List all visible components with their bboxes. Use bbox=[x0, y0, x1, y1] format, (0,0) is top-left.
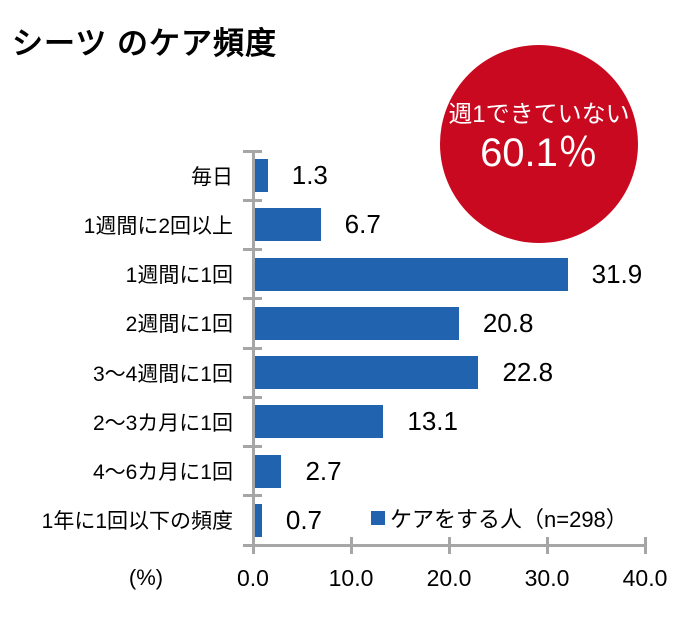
x-axis-tick bbox=[251, 537, 255, 554]
bar bbox=[255, 356, 479, 390]
page-title: シーツ のケア頻度 bbox=[12, 26, 277, 61]
y-axis-tick bbox=[243, 198, 262, 202]
category-label: 2週間に1回 bbox=[125, 313, 233, 337]
value-label: 13.1 bbox=[407, 406, 458, 437]
x-tick-label: 40.0 bbox=[622, 565, 668, 591]
axis-unit-label: (%) bbox=[128, 565, 164, 590]
x-axis-tick bbox=[349, 537, 353, 554]
bar bbox=[255, 208, 321, 242]
x-axis-tick bbox=[447, 537, 451, 554]
category-label: 4〜6カ月に1回 bbox=[92, 461, 233, 485]
category-label: 毎日 bbox=[191, 165, 233, 189]
bar bbox=[255, 257, 568, 291]
value-label: 31.9 bbox=[591, 258, 643, 289]
x-tick-label: 0.0 bbox=[237, 565, 269, 591]
x-axis-tick bbox=[545, 537, 549, 554]
y-axis-tick bbox=[243, 395, 262, 399]
y-axis-tick bbox=[243, 248, 262, 251]
bar bbox=[255, 454, 282, 488]
category-label: 1年に1回以下の頻度 bbox=[41, 510, 233, 534]
value-label: 0.7 bbox=[285, 504, 323, 535]
value-label: 6.7 bbox=[344, 209, 381, 240]
x-tick-label: 20.0 bbox=[426, 565, 472, 591]
y-axis-tick bbox=[243, 494, 262, 498]
bar bbox=[255, 306, 459, 340]
value-label: 22.8 bbox=[502, 357, 554, 388]
legend: ケアをする人（n=298） bbox=[371, 504, 628, 532]
category-label: 3〜4週間に1回 bbox=[92, 362, 233, 386]
legend-swatch-icon bbox=[371, 511, 385, 525]
x-tick-label: 10.0 bbox=[328, 565, 374, 591]
badge-value: 60.1％ bbox=[480, 131, 598, 175]
value-label: 1.3 bbox=[291, 160, 328, 191]
value-label: 20.8 bbox=[482, 307, 534, 338]
category-label: 1週間に2回以上 bbox=[83, 214, 233, 238]
category-label: 2〜3カ月に1回 bbox=[92, 411, 233, 435]
badge-caption: 週1できていない bbox=[448, 101, 630, 128]
y-axis-tick bbox=[243, 149, 262, 153]
y-axis-tick bbox=[243, 297, 262, 301]
bar bbox=[255, 159, 268, 193]
bar bbox=[255, 405, 384, 439]
legend-label: ケアをする人（n=298） bbox=[390, 507, 628, 532]
x-axis-tick bbox=[643, 537, 647, 554]
bar bbox=[255, 503, 262, 537]
highlight-badge: 週1できていない 60.1％ bbox=[440, 45, 638, 243]
category-label: 1週間に1回 bbox=[125, 264, 233, 288]
x-tick-label: 30.0 bbox=[524, 565, 570, 591]
y-axis-tick bbox=[243, 346, 262, 350]
y-axis-tick bbox=[243, 445, 262, 448]
value-label: 2.7 bbox=[305, 455, 342, 486]
